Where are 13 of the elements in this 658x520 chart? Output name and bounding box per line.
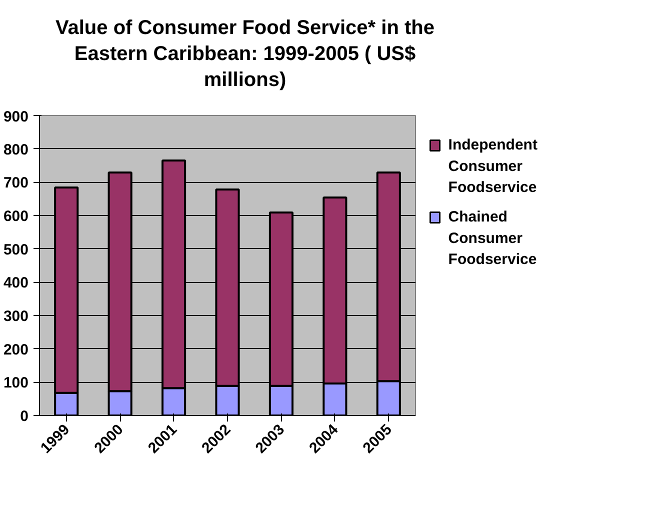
y-tick-label: 700 [3,174,29,192]
legend-label: Chained Consumer Foodservice [448,208,537,268]
y-tick-label: 200 [3,341,29,358]
y-tick-label: 500 [3,241,29,258]
y-tick-label: 400 [3,274,29,292]
y-tick-label: 900 [3,108,29,126]
chart-title: Value of Consumer Food Service* in the Eastern Caribbean: 1999-2005 ( US$ millions) [54,16,436,93]
legend-label: Independent Consumer Foodservice [448,136,538,196]
y-tick-label: 0 [20,408,28,425]
y-tick-label: 600 [3,208,29,225]
y-tick-label: 800 [3,141,29,158]
y-tick-label: 300 [3,308,29,325]
y-tick-label: 100 [3,374,29,392]
